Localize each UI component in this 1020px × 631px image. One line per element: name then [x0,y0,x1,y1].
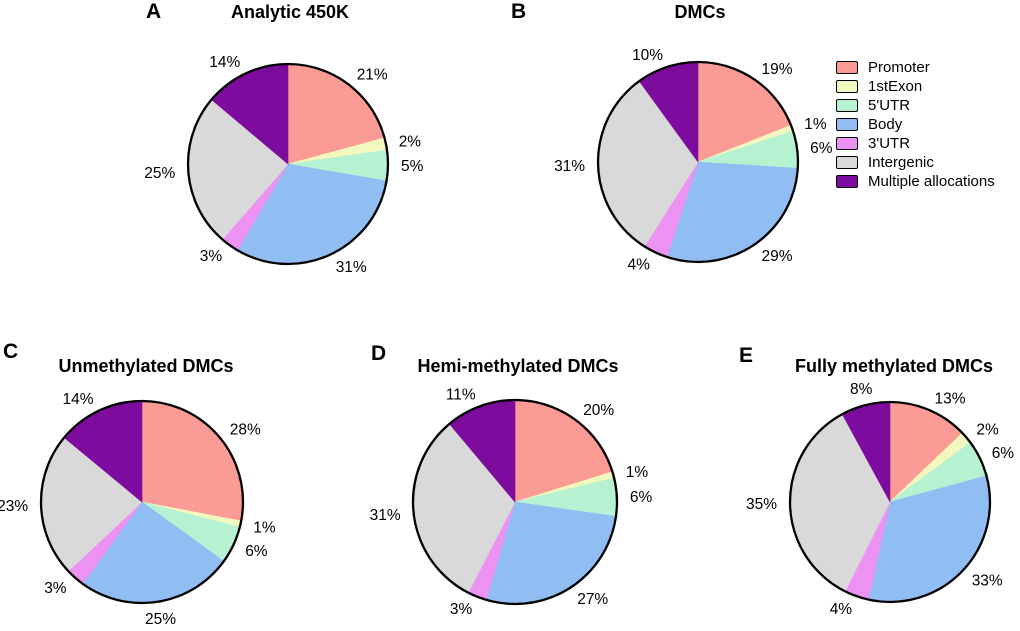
legend-item-intergenic: Intergenic [836,153,995,172]
slice-percent-label: 4% [627,257,650,274]
panel-letter-c: C [3,340,19,363]
legend-swatch-1stexon [836,80,858,93]
panel-title-unmethylated-dmcs: Unmethylated DMCs [58,356,234,376]
slice-percent-label: 1% [804,116,827,133]
slice-percent-label: 29% [762,248,793,265]
legend-swatch-5utr [836,99,858,112]
pie-outline-e [788,400,992,604]
pie-outline-b [596,60,800,264]
slice-percent-label: 3% [44,580,67,597]
legend-label: Intergenic [868,154,934,171]
legend-label: Body [868,116,903,133]
slice-percent-label: 13% [935,391,966,408]
legend: Promoter 1stExon 5'UTR Body 3'UTR Interg… [836,58,995,191]
slice-percent-label: 6% [810,140,833,157]
slice-percent-label: 6% [992,445,1015,462]
slice-percent-label: 23% [0,498,28,515]
legend-swatch-multiple-allocations [836,175,858,188]
panel-letter-e: E [739,344,754,367]
legend-item-promoter: Promoter [836,58,995,77]
slice-percent-label: 4% [830,601,853,618]
slice-percent-label: 10% [632,47,663,64]
legend-label: Promoter [868,59,930,76]
slice-percent-label: 14% [209,54,240,71]
legend-label: 1stExon [868,78,923,95]
legend-item-multiple-allocations: Multiple allocations [836,172,995,191]
slice-percent-label: 6% [630,489,653,506]
panel-title-fully-methylated-dmcs: Fully methylated DMCs [794,356,994,376]
pie-outline-c [39,399,245,605]
panel-letter-d: D [371,342,387,365]
legend-swatch-intergenic [836,156,858,169]
slice-percent-label: 25% [144,165,175,182]
slice-percent-label: 3% [450,601,473,618]
slice-percent-label: 19% [762,61,793,78]
slice-percent-label: 3% [200,248,223,265]
legend-item-5utr: 5'UTR [836,96,995,115]
slice-percent-label: 14% [62,391,93,408]
slice-percent-label: 31% [336,259,367,276]
slice-percent-label: 31% [554,158,585,175]
panel-title-hemi-methylated-dmcs: Hemi-methylated DMCs [417,356,619,376]
slice-percent-label: 20% [583,402,614,419]
legend-swatch-3utr [836,137,858,150]
slice-percent-label: 2% [399,134,422,151]
legend-swatch-promoter [836,61,858,74]
pie-slice-c-promoter [141,400,244,522]
slice-percent-label: 2% [976,422,999,439]
legend-swatch-body [836,118,858,131]
legend-label: 3'UTR [868,135,911,152]
slice-percent-label: 35% [746,496,777,513]
slice-percent-label: 1% [253,519,276,536]
panel-letter-a: A [146,0,162,23]
panel-letter-b: B [511,0,527,23]
pie-outline-a [186,62,390,266]
legend-item-1stexon: 1stExon [836,77,995,96]
slice-percent-label: 25% [145,611,176,628]
slice-percent-label: 27% [577,591,608,608]
legend-item-3utr: 3'UTR [836,134,995,153]
panel-title-analytic-450k: Analytic 450K [230,2,350,22]
slice-percent-label: 31% [370,507,401,524]
slice-percent-label: 21% [357,67,388,84]
slice-percent-label: 8% [850,381,873,398]
panel-title-dmcs: DMCs [674,2,726,22]
pie-outline-d [411,398,619,606]
slice-percent-label: 6% [245,543,268,560]
slice-percent-label: 28% [230,422,261,439]
legend-label: 5'UTR [868,97,911,114]
slice-percent-label: 1% [626,464,649,481]
slice-percent-label: 33% [972,572,1003,589]
legend-item-body: Body [836,115,995,134]
slice-percent-label: 11% [446,386,476,403]
slice-percent-label: 5% [401,158,424,175]
legend-label: Multiple allocations [868,173,995,190]
